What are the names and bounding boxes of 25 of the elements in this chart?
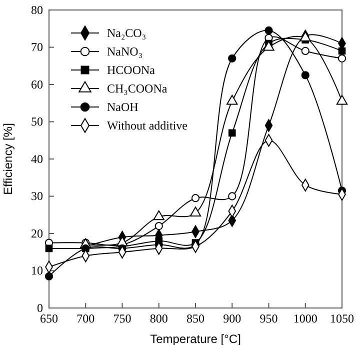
legend-label: Without additive [107, 118, 188, 132]
legend-label: Na₂CO₃ [107, 26, 146, 40]
y-tick-label: 10 [31, 264, 43, 278]
x-tick-label: 950 [260, 312, 278, 326]
y-axis-title: Efficiency [%] [1, 123, 15, 195]
x-tick-label: 750 [113, 312, 132, 326]
x-tick-label: 900 [223, 312, 242, 326]
y-tick-label: 20 [31, 226, 43, 240]
y-tick-label: 30 [31, 189, 43, 204]
x-tick-label: 700 [76, 312, 95, 326]
y-tick-label: 60 [31, 77, 43, 92]
y-tick-label: 40 [31, 152, 43, 166]
x-tick-label: 800 [150, 312, 168, 326]
legend-label: CH₃COONa [107, 82, 168, 96]
x-tick-label: 1000 [293, 312, 318, 326]
x-tick-label: 1050 [330, 312, 354, 326]
y-tick-label: 0 [37, 300, 43, 315]
legend-label: NaNO₃ [107, 44, 143, 58]
y-tick-label: 50 [31, 114, 43, 129]
legend-label: NaOH [107, 100, 139, 114]
y-tick-label: 70 [31, 40, 43, 54]
legend-label: HCOONa [107, 63, 156, 77]
x-tick-label: 850 [186, 312, 204, 326]
x-tick-label: 650 [40, 312, 58, 326]
y-tick-label: 80 [31, 2, 43, 17]
